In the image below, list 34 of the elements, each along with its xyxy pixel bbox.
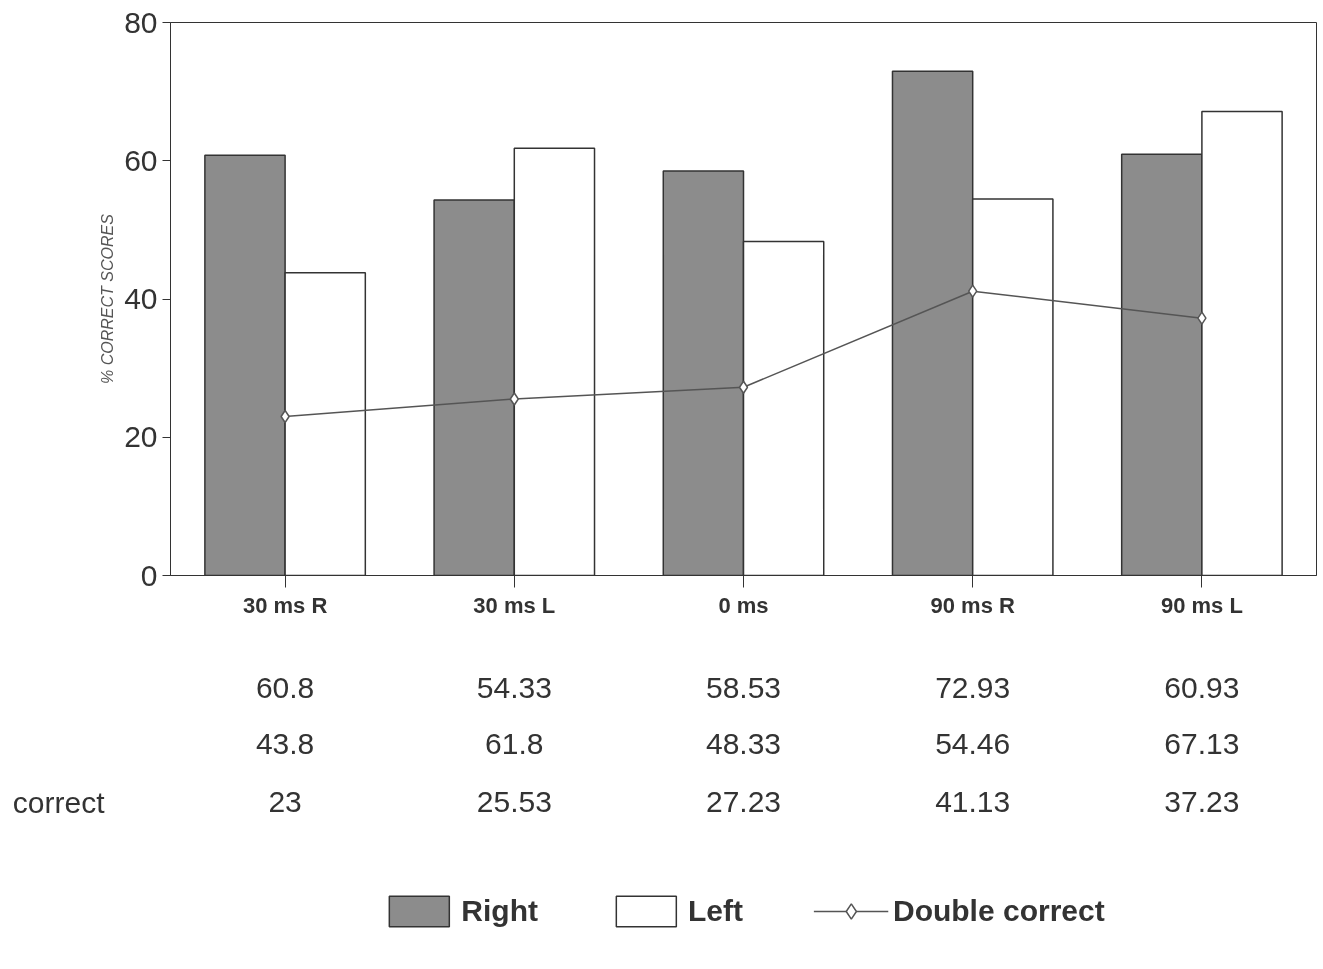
data-label: 60.8 [255,670,315,704]
y-tick-label: 20 [124,420,158,454]
y-tick-label: 80 [124,5,158,39]
x-tick-label: 30 ms L [473,592,556,618]
legend-label: Double correct [892,894,1105,928]
data-label: 27.23 [705,785,782,818]
data-label: 72.93 [935,670,1011,704]
data-label: 54.33 [476,670,552,704]
data-label: 41.13 [935,785,1011,818]
y-tick-label: 40 [124,282,158,315]
data-label: 58.53 [705,670,782,704]
point [738,380,749,395]
point [509,392,520,406]
x-tick-label: 30 ms R [242,592,328,618]
y-tick-label: 60 [124,143,158,177]
data-label: 67.13 [1164,727,1240,761]
data-label: 43.8 [255,727,315,761]
y-tick-label: 0 [140,558,158,592]
data-label: 48.33 [705,727,782,761]
x-tick-label: 90 ms L [1160,592,1243,618]
data-label: 61.8 [485,727,544,761]
data-label: 60.93 [1164,670,1240,704]
legend-label: Right [461,894,538,928]
data-label: 37.23 [1164,785,1240,818]
x-tick-label: 0 ms [718,592,769,618]
legend-label: Left [687,894,743,928]
point [1197,311,1207,325]
text: correct [12,785,106,819]
data-label: 23 [268,785,302,818]
data-label: 54.46 [935,727,1011,761]
x-tick-label: 90 ms R [930,592,1015,618]
y-axis-title: % CORRECT SCORES [99,213,117,384]
point [967,284,978,298]
data-label: 25.53 [476,785,552,818]
